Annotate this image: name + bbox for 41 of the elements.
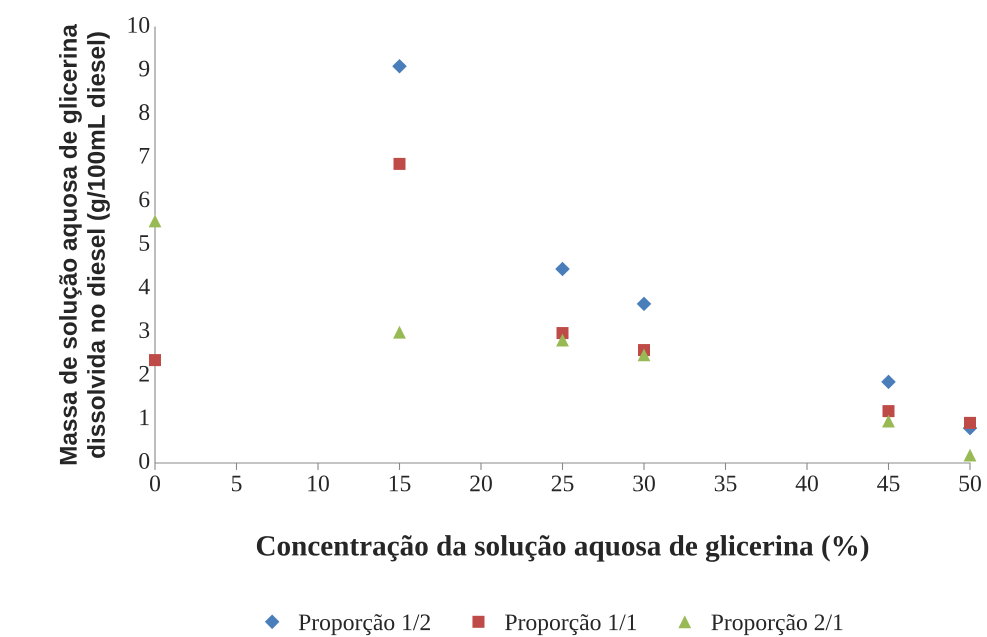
point <box>556 334 569 346</box>
y-tick-label: 0 <box>139 452 150 469</box>
x-tick-label: 45 <box>877 476 900 492</box>
point <box>964 448 976 462</box>
x-tick-label: 10 <box>308 475 329 492</box>
point <box>881 374 896 390</box>
point <box>882 414 895 428</box>
y-tick-label: 1 <box>140 409 149 426</box>
legend-label: Proporção 1/1 <box>505 614 636 636</box>
point <box>882 405 895 418</box>
y-tick-label: 3 <box>139 322 150 338</box>
x-tick-label: 40 <box>796 475 818 492</box>
x-tick-label: 0 <box>150 475 160 492</box>
y-tick-label: 4 <box>138 278 150 294</box>
legend-label: Proporção 2/1 <box>711 614 842 636</box>
x-tick-label: 20 <box>470 475 492 492</box>
point <box>393 158 406 170</box>
x-tick-label: 35 <box>714 476 736 492</box>
y-axis-title: Massa de solução aquosa de glicerina dissolvida no diesel (g/100mL diesel) <box>59 24 110 464</box>
x-tick-label: 5 <box>232 476 242 492</box>
x-tick-label: 30 <box>633 475 655 492</box>
x-tick-label: 25 <box>552 476 574 492</box>
y-tick-label: 2 <box>139 366 149 382</box>
y-tick-label: 9 <box>139 60 150 77</box>
y-tick-label: 7 <box>140 148 150 164</box>
y-tick-label: 6 <box>139 191 150 208</box>
y-tick-label: 8 <box>139 104 150 120</box>
y-tick-label: 5 <box>140 235 150 251</box>
point <box>638 348 650 362</box>
y-tick-label: 10 <box>128 16 150 33</box>
point <box>392 58 407 74</box>
legend-label: Proporção 1/2 <box>298 614 430 636</box>
point <box>555 262 570 276</box>
point <box>393 326 406 339</box>
point <box>964 416 976 429</box>
x-axis-title: Concentração da solução aquosa de glicerina (%) <box>256 535 868 562</box>
point <box>636 296 652 312</box>
point <box>148 354 162 366</box>
x-tick-label: 15 <box>390 476 410 492</box>
point <box>148 214 162 228</box>
x-tick-label: 50 <box>960 475 981 492</box>
